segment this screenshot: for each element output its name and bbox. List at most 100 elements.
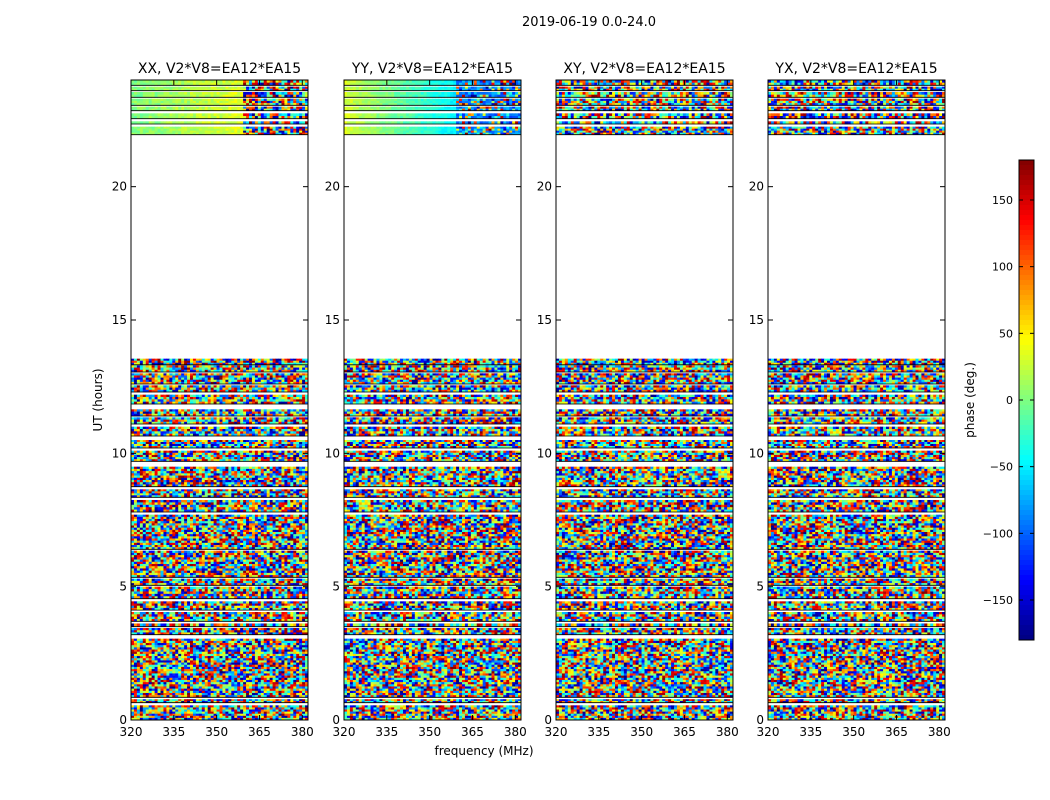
colorbar-segment [1019, 230, 1034, 236]
y-tick-label: 0 [756, 713, 764, 727]
colorbar-segment [1019, 580, 1034, 586]
colorbar-segment [1019, 205, 1034, 211]
phase-heatmap [131, 80, 308, 720]
figure-title: 2019-06-19 0.0-24.0 [522, 15, 656, 30]
colorbar-segment [1019, 280, 1034, 286]
colorbar-segment [1019, 320, 1034, 326]
colorbar-segment [1019, 430, 1034, 436]
colorbar-segment [1019, 290, 1034, 296]
colorbar-segment [1019, 300, 1034, 306]
x-axis-label: frequency (MHz) [434, 744, 533, 758]
colorbar-segment [1019, 590, 1034, 596]
colorbar-segment [1019, 440, 1034, 446]
colorbar-segment [1019, 295, 1034, 301]
colorbar-segment [1019, 240, 1034, 246]
y-tick-label: 15 [325, 313, 340, 327]
colorbar-segment [1019, 355, 1034, 361]
colorbar-tick-label: −100 [983, 527, 1013, 540]
y-tick-label: 0 [119, 713, 127, 727]
y-tick-label: 15 [537, 313, 552, 327]
colorbar-segment [1019, 525, 1034, 531]
colorbar-segment [1019, 505, 1034, 511]
colorbar-segment [1019, 460, 1034, 466]
colorbar-segment [1019, 350, 1034, 356]
colorbar-segment [1019, 210, 1034, 216]
x-tick-label: 350 [842, 725, 865, 739]
colorbar-segment [1019, 400, 1034, 406]
colorbar-segment [1019, 615, 1034, 621]
x-tick-label: 380 [504, 725, 527, 739]
colorbar-segment [1019, 420, 1034, 426]
colorbar-tick-label: 150 [992, 194, 1013, 207]
colorbar-segment [1019, 435, 1034, 441]
colorbar-segment [1019, 585, 1034, 591]
x-tick-label: 335 [375, 725, 398, 739]
colorbar-segment [1019, 620, 1034, 626]
colorbar-segment [1019, 305, 1034, 311]
x-tick-label: 380 [928, 725, 951, 739]
y-tick-label: 5 [119, 580, 127, 594]
colorbar-tick-label: −150 [983, 594, 1013, 607]
colorbar-segment [1019, 195, 1034, 201]
colorbar-segment [1019, 630, 1034, 636]
x-tick-label: 350 [418, 725, 441, 739]
y-tick-label: 20 [749, 180, 764, 194]
y-tick-label: 10 [537, 446, 552, 460]
colorbar-tick-label: 0 [1006, 394, 1013, 407]
panel-xx: XX, V2*V8=EA12*EA15 320 335 350 365 380 0 5 10 15… [112, 61, 314, 739]
panel-frame [555, 79, 734, 721]
y-tick-label: 10 [112, 446, 127, 460]
colorbar-segment [1019, 165, 1034, 171]
colorbar-segment [1019, 180, 1034, 186]
colorbar-segment [1019, 335, 1034, 341]
colorbar-segment [1019, 510, 1034, 516]
panel-title: XX, V2*V8=EA12*EA15 [138, 61, 301, 77]
y-tick-label: 5 [544, 580, 552, 594]
colorbar-segment [1019, 325, 1034, 331]
colorbar-segment [1019, 490, 1034, 496]
colorbar-segment [1019, 310, 1034, 316]
colorbar-segment [1019, 500, 1034, 506]
colorbar-segment [1019, 550, 1034, 556]
colorbar-tick-label: 50 [999, 327, 1013, 340]
colorbar-segment [1019, 605, 1034, 611]
colorbar-segment [1019, 425, 1034, 431]
colorbar-segment [1019, 465, 1034, 471]
colorbar-segment [1019, 170, 1034, 176]
panels-group: XX, V2*V8=EA12*EA15 320 335 350 365 380 0 5 10 15… [112, 61, 951, 739]
colorbar-segment [1019, 380, 1034, 386]
panel-title: YX, V2*V8=EA12*EA15 [774, 61, 937, 77]
colorbar-segment [1019, 175, 1034, 181]
colorbar-segment [1019, 485, 1034, 491]
colorbar-segment [1019, 330, 1034, 336]
colorbar-segment [1019, 515, 1034, 521]
colorbar-segment [1019, 570, 1034, 576]
colorbar-label: phase (deg.) [963, 362, 977, 438]
x-tick-label: 380 [716, 725, 739, 739]
y-tick-label: 20 [112, 180, 127, 194]
colorbar-segment [1019, 215, 1034, 221]
colorbar-segment [1019, 255, 1034, 261]
panel-yy: YY, V2*V8=EA12*EA15 320 335 350 365 380 0 5 10 15… [325, 61, 527, 739]
colorbar-segment [1019, 390, 1034, 396]
colorbar-segment [1019, 260, 1034, 266]
y-tick-label: 10 [749, 446, 764, 460]
phase-heatmap [556, 80, 733, 720]
colorbar-segment [1019, 315, 1034, 321]
colorbar-segment [1019, 160, 1034, 166]
colorbar-segment [1019, 250, 1034, 256]
x-tick-label: 335 [587, 725, 610, 739]
x-tick-label: 365 [885, 725, 908, 739]
y-tick-label: 5 [756, 580, 764, 594]
y-tick-label: 15 [749, 313, 764, 327]
colorbar-segment [1019, 370, 1034, 376]
y-tick-label: 5 [332, 580, 340, 594]
panel-yx: YX, V2*V8=EA12*EA15 320 335 350 365 380 0 5 10 15… [749, 61, 951, 739]
colorbar-segment [1019, 345, 1034, 351]
colorbar-segment [1019, 275, 1034, 281]
panel-frame [130, 79, 309, 721]
colorbar-segment [1019, 625, 1034, 631]
colorbar-segment [1019, 475, 1034, 481]
colorbar-segment [1019, 375, 1034, 381]
